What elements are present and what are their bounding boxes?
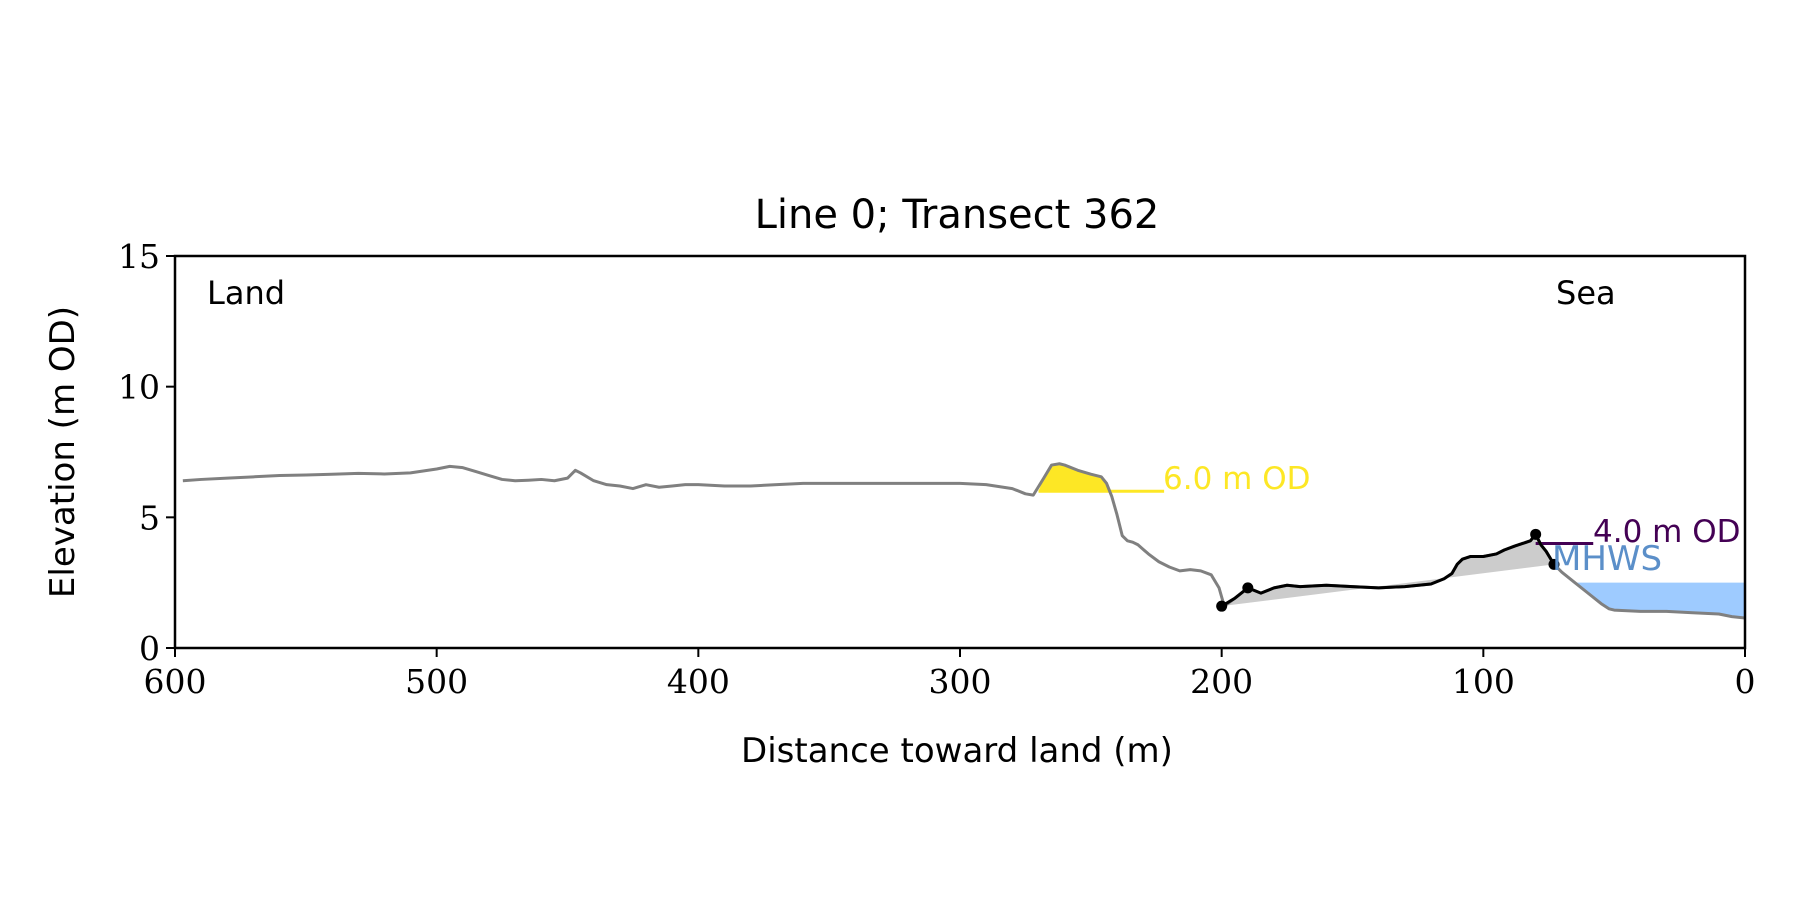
y-axis-label: Elevation (m OD) [43, 306, 83, 598]
y-tick-label: 10 [118, 368, 160, 407]
profile-marker [1548, 558, 1560, 570]
chart-title: Line 0; Transect 362 [755, 192, 1160, 238]
profile-marker [1530, 528, 1542, 540]
profile-line [182, 462, 1745, 620]
y-tick-label: 5 [139, 498, 160, 537]
y-tick-label: 15 [118, 237, 160, 276]
x-tick-label: 600 [144, 662, 207, 701]
crest-level-label: 6.0 m OD [1163, 461, 1310, 497]
markers-layer [1216, 528, 1560, 612]
ticks-layer: 600 500 400 300 200 100 0 0 5 10 15 [118, 237, 1756, 701]
x-tick-label: 100 [1452, 662, 1515, 701]
low-level-label: 4.0 m OD [1593, 514, 1740, 550]
x-axis-label: Distance toward land (m) [741, 731, 1173, 771]
land-annotation: Land [207, 274, 285, 312]
x-tick-label: 400 [667, 662, 730, 701]
x-tick-label: 300 [929, 662, 992, 701]
x-tick-label: 500 [405, 662, 468, 701]
surveyed-profile-line [1220, 532, 1556, 608]
mhws-label: MHWS [1552, 539, 1662, 579]
crest-fill [1038, 463, 1112, 492]
x-tick-label: 200 [1190, 662, 1253, 701]
x-tick-label: 0 [1735, 662, 1756, 701]
profile-marker [1242, 582, 1254, 594]
sea-annotation: Sea [1556, 274, 1616, 312]
profile-change-fill [1221, 534, 1554, 607]
profile-marker [1216, 600, 1228, 612]
plot-frame [173, 254, 1747, 650]
lines-layer [182, 462, 1745, 620]
y-tick-label: 0 [139, 629, 160, 668]
levels-layer [1038, 489, 1594, 545]
plot-area [182, 462, 1745, 620]
